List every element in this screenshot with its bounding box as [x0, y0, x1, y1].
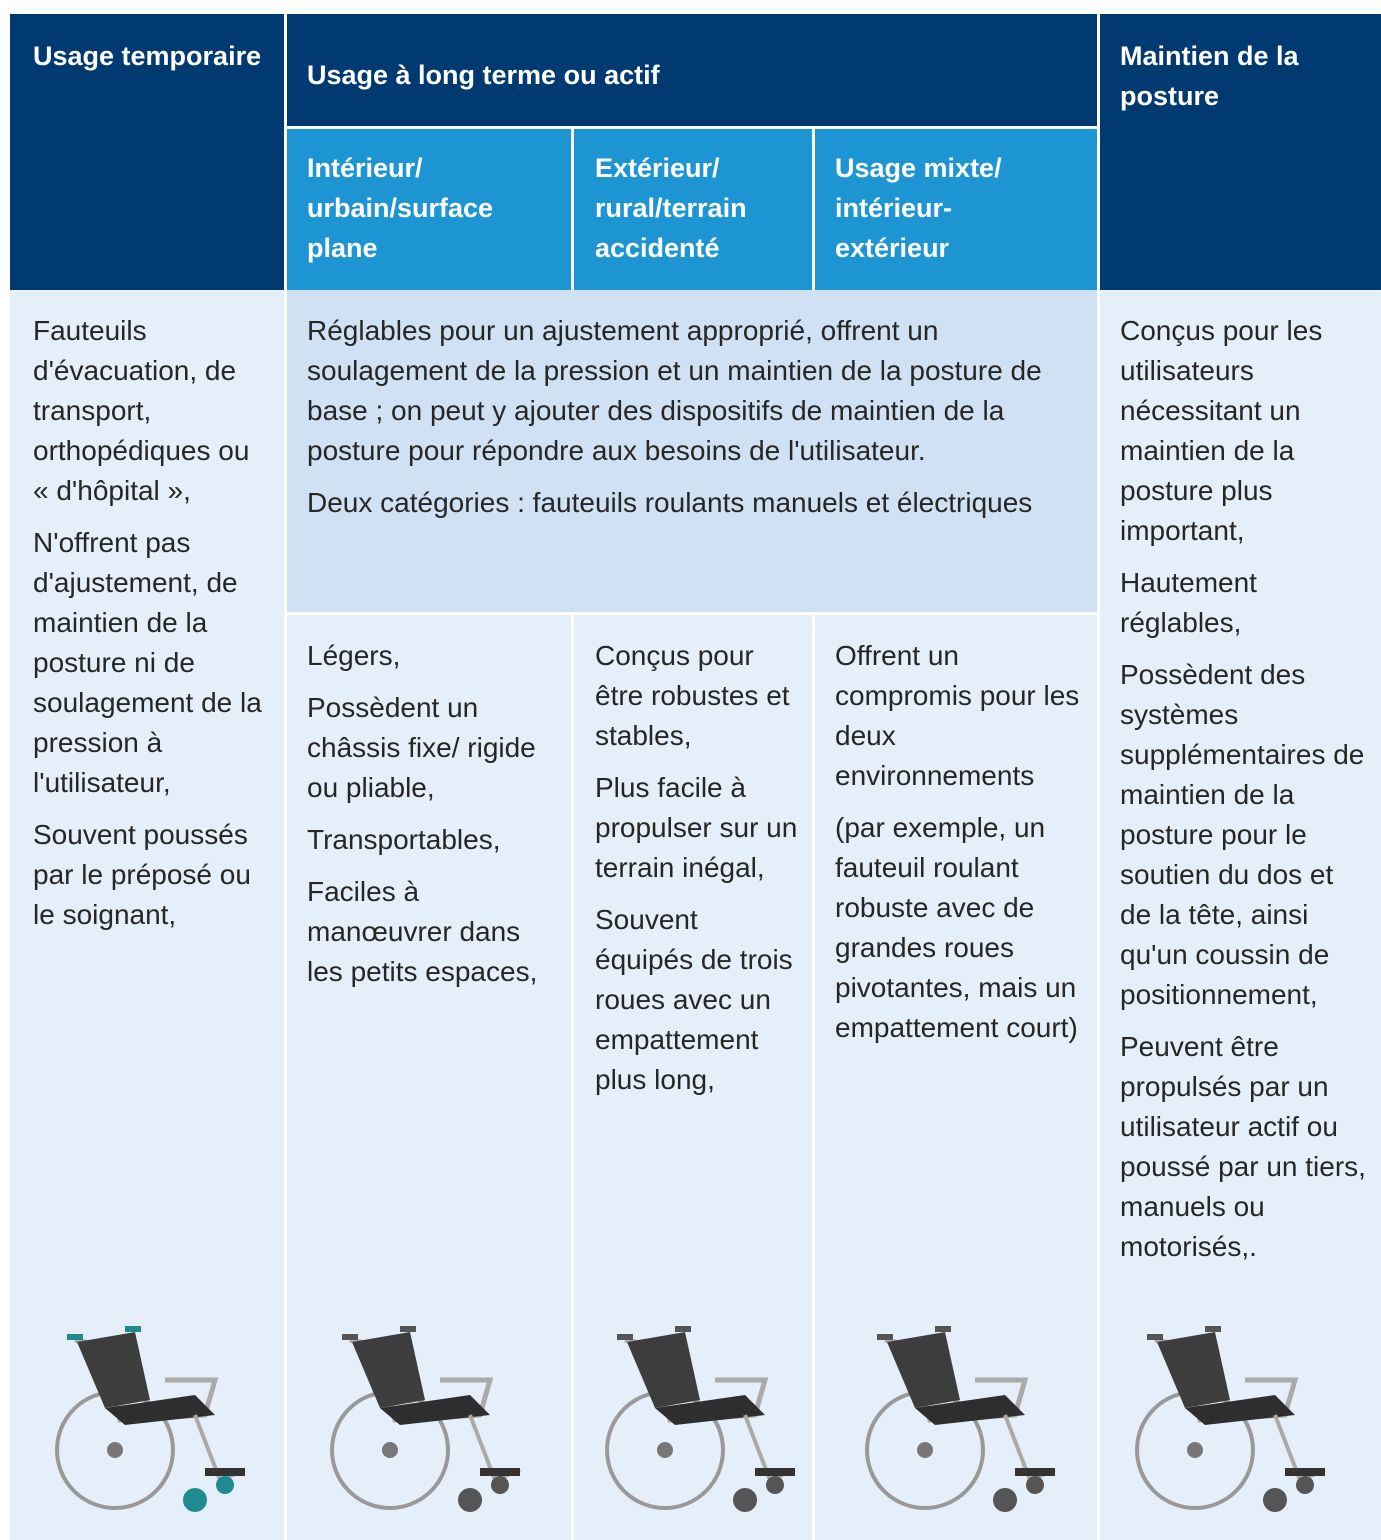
cell-paragraph: Faciles à manœuvrer dans les petits espa…: [307, 876, 538, 987]
subheader-cell: Intérieur/ urbain/surface plane: [307, 153, 494, 263]
header-cell: Usage temporaire: [33, 41, 262, 71]
cell-paragraph: Possèdent des systèmes supplémentaires d…: [1120, 659, 1365, 1010]
cell-paragraph: N'offrent pas d'ajustement, de maintien …: [33, 527, 262, 798]
cell: Réglables pour un ajustement approprié, …: [307, 311, 1067, 535]
cell-paragraph: Offrent un compromis pour les deux envir…: [835, 640, 1080, 791]
header-cell: Usage à long terme ou actif: [307, 60, 660, 90]
cell-paragraph: Deux catégories : fauteuils roulants man…: [307, 487, 1033, 518]
shared-bg: [285, 290, 1098, 613]
subheader-cell: Extérieur/ rural/terrain accidenté: [595, 153, 747, 263]
wheelchair-illustration: [865, 1326, 1056, 1512]
cell-paragraph: Légers,: [307, 640, 401, 671]
cell-paragraph: Réglables pour un ajustement approprié, …: [307, 315, 1042, 466]
wheelchair-illustration: [55, 1326, 246, 1512]
divider: [284, 14, 287, 1540]
divider: [1097, 14, 1100, 1540]
cell: Fauteuils d'évacuation, de transport, or…: [33, 311, 268, 947]
cell-paragraph: Conçus pour les utilisateurs nécessitant…: [1120, 315, 1323, 546]
cell-paragraph: Conçus pour être robustes et stables,: [595, 640, 790, 751]
cell: Conçus pour les utilisateurs nécessitant…: [1120, 311, 1370, 1279]
wheelchair-illustration: [330, 1326, 521, 1512]
cell-paragraph: Peuvent être propulsés par un utilisateu…: [1120, 1031, 1366, 1262]
wheelchair-illustration: [1135, 1326, 1326, 1512]
wheelchair-illustration: [605, 1326, 796, 1512]
cell: Légers, Possèdent un châssis fixe/ rigide…: [307, 636, 557, 1004]
cell-paragraph: (par exemple, un fauteuil roulant robust…: [835, 812, 1078, 1043]
divider: [571, 613, 574, 1540]
cell-paragraph: Fauteuils d'évacuation, de transport, or…: [33, 315, 250, 506]
cell-paragraph: Souvent équipés de trois roues avec un e…: [595, 904, 793, 1095]
divider: [285, 126, 1098, 129]
cell-paragraph: Souvent poussés par le préposé ou le soi…: [33, 819, 251, 930]
divider: [285, 612, 1098, 615]
cell-paragraph: Hautement réglables,: [1120, 567, 1257, 638]
divider: [812, 613, 815, 1540]
cell-paragraph: Plus facile à propulser sur un terrain i…: [595, 772, 798, 883]
cell: Offrent un compromis pour les deux envir…: [835, 636, 1085, 1060]
subheader-bg: [285, 128, 1098, 290]
subheader-cell: Usage mixte/ intérieur-extérieur: [835, 153, 1002, 263]
divider: [571, 128, 574, 290]
cell-paragraph: Transportables,: [307, 824, 501, 855]
cell-paragraph: Possèdent un châssis fixe/ rigide ou pli…: [307, 692, 536, 803]
header-cell: Maintien de la posture: [1120, 41, 1299, 111]
divider: [812, 128, 815, 290]
cell: Conçus pour être robustes et stables, Plu…: [595, 636, 800, 1112]
